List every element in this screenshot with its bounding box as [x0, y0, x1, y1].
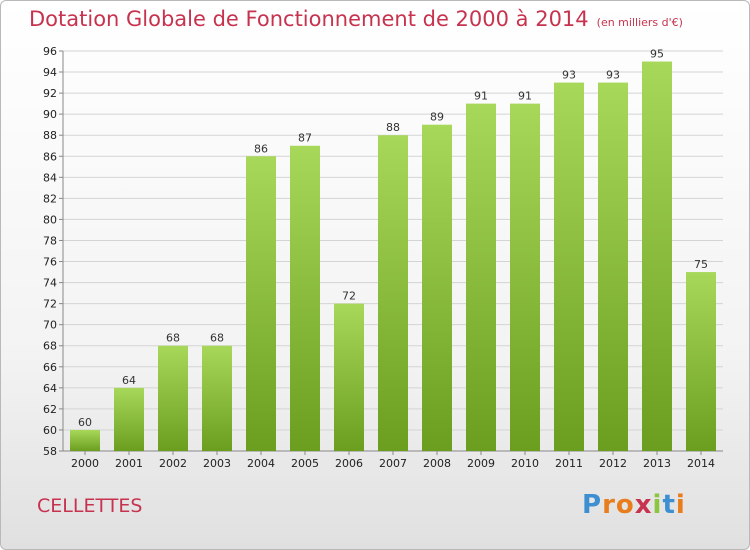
bar: [290, 145, 320, 451]
y-tick-label: 70: [43, 319, 57, 332]
bar: [246, 156, 276, 451]
bar-value-label: 75: [694, 258, 708, 271]
bar: [554, 82, 584, 451]
chart-title-text: Dotation Globale de Fonctionnement de 20…: [29, 7, 589, 31]
x-tick-label: 2002: [159, 457, 187, 470]
y-tick-label: 74: [43, 277, 57, 290]
proxiti-logo[interactable]: Proxiti: [582, 490, 686, 520]
bar: [686, 272, 716, 451]
x-tick-label: 2009: [467, 457, 495, 470]
x-tick-label: 2012: [599, 457, 627, 470]
x-tick-label: 2000: [71, 457, 99, 470]
y-tick-label: 96: [43, 45, 57, 58]
y-tick-label: 90: [43, 108, 57, 121]
y-tick-label: 64: [43, 382, 57, 395]
bar: [378, 135, 408, 452]
bar-value-label: 88: [386, 121, 400, 134]
bar-value-label: 86: [254, 142, 268, 155]
bar-value-label: 95: [650, 48, 664, 61]
bar: [114, 387, 144, 451]
commune-name: CELLETTES: [37, 495, 143, 517]
bar: [334, 303, 364, 451]
y-tick-label: 92: [43, 87, 57, 100]
y-tick-label: 58: [43, 445, 57, 458]
logo-letter: x: [634, 490, 653, 520]
logo-letter: r: [602, 490, 616, 520]
x-tick-label: 2010: [511, 457, 539, 470]
bar-value-label: 93: [606, 69, 620, 82]
y-tick-label: 62: [43, 403, 57, 416]
y-tick-label: 72: [43, 298, 57, 311]
x-tick-label: 2014: [687, 457, 715, 470]
logo-letter: t: [662, 490, 676, 520]
bar-value-label: 91: [474, 90, 488, 103]
x-tick-label: 2006: [335, 457, 363, 470]
bar: [642, 61, 672, 452]
y-tick-label: 94: [43, 66, 57, 79]
bar: [202, 345, 232, 451]
y-tick-label: 84: [43, 171, 57, 184]
y-tick-label: 80: [43, 213, 57, 226]
x-tick-label: 2008: [423, 457, 451, 470]
bar-value-label: 68: [166, 332, 180, 345]
bar-value-label: 87: [298, 132, 312, 145]
bar-value-label: 60: [78, 416, 92, 429]
y-tick-label: 60: [43, 424, 57, 437]
logo-letter: o: [615, 490, 635, 520]
chart-title: Dotation Globale de Fonctionnement de 20…: [29, 7, 683, 31]
y-tick-label: 68: [43, 340, 57, 353]
bar: [70, 429, 100, 451]
x-tick-label: 2004: [247, 457, 275, 470]
x-tick-label: 2001: [115, 457, 143, 470]
y-tick-label: 88: [43, 129, 57, 142]
bar-value-label: 64: [122, 374, 136, 387]
bar: [598, 82, 628, 451]
bar-value-label: 89: [430, 111, 444, 124]
x-tick-label: 2013: [643, 457, 671, 470]
x-tick-label: 2005: [291, 457, 319, 470]
logo-letter: i: [675, 490, 686, 520]
x-tick-label: 2011: [555, 457, 583, 470]
bar: [510, 103, 540, 451]
bar-value-label: 93: [562, 69, 576, 82]
logo-letter: P: [582, 490, 603, 520]
x-tick-label: 2007: [379, 457, 407, 470]
y-tick-label: 86: [43, 150, 57, 163]
y-tick-label: 78: [43, 234, 57, 247]
bar-value-label: 72: [342, 290, 356, 303]
bar-value-label: 68: [210, 332, 224, 345]
y-tick-label: 66: [43, 361, 57, 374]
bar-value-label: 91: [518, 90, 532, 103]
bar: [422, 124, 452, 452]
y-tick-label: 82: [43, 192, 57, 205]
bar: [158, 345, 188, 451]
chart-subtitle: (en milliers d'€): [596, 16, 683, 29]
x-tick-label: 2003: [203, 457, 231, 470]
y-tick-label: 76: [43, 256, 57, 269]
bar: [466, 103, 496, 451]
logo-letter: i: [652, 490, 663, 520]
